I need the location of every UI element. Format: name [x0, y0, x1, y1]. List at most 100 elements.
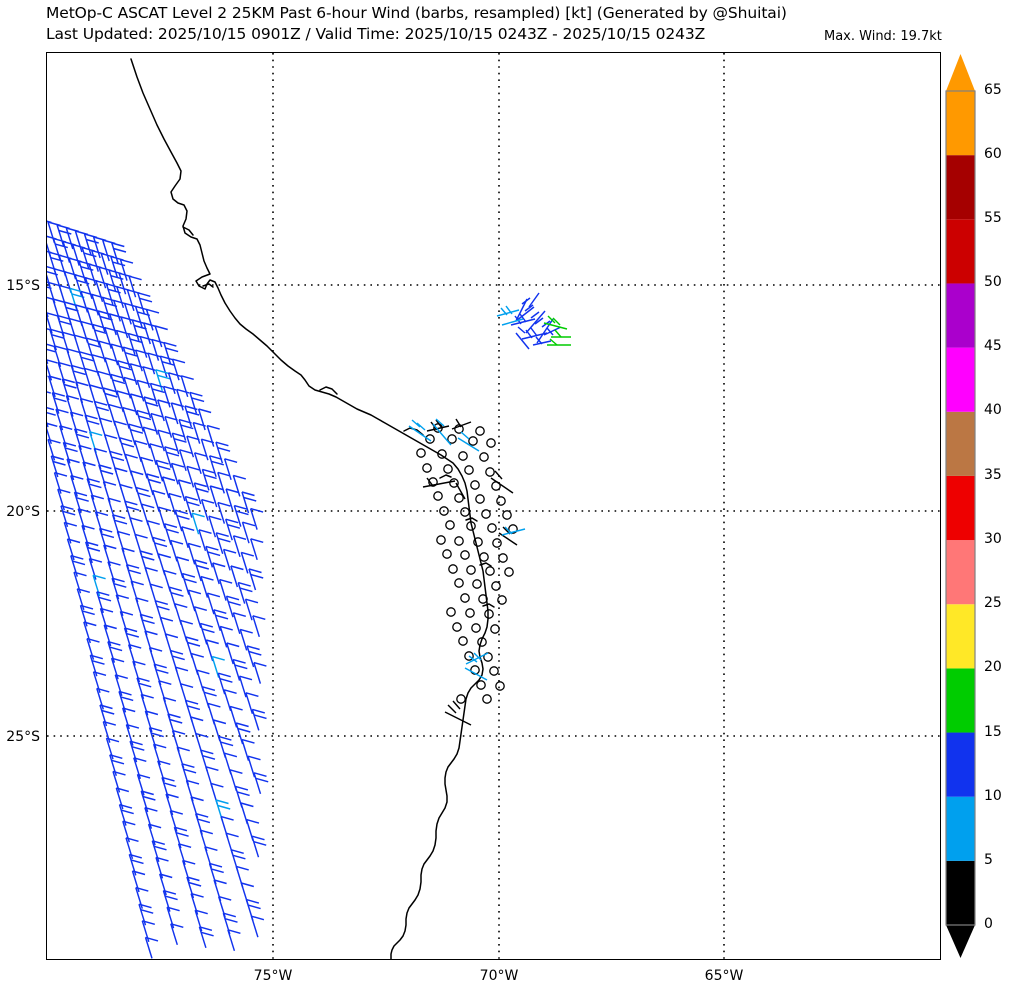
wind-barb-flag [185, 699, 199, 705]
colorbar-band [946, 860, 975, 925]
wind-barb-flag [225, 488, 239, 494]
wind-barb-flag [201, 438, 215, 444]
gridlines [47, 53, 940, 959]
wind-barb-flag [89, 557, 103, 563]
wind-barb [122, 346, 131, 369]
wind-barb [162, 386, 171, 408]
wind-barb-flag [207, 424, 220, 430]
wind-barb-flag [138, 903, 152, 909]
wind-barb-flag [104, 326, 118, 332]
wind-barb-flag [89, 431, 103, 436]
colorbar-band [946, 796, 975, 861]
wind-barb [187, 543, 196, 565]
wind-barb-flag [161, 776, 175, 782]
wind-barb-flag [198, 408, 212, 414]
wind-barb-flag [92, 323, 106, 329]
wind-barb [81, 247, 90, 269]
wind-barb-flag [94, 329, 108, 335]
map-plot-area[interactable] [46, 52, 941, 960]
wind-barb-flag [145, 401, 159, 407]
wind-barb [180, 375, 189, 398]
wind-barb-flag [152, 536, 166, 542]
wind-barb [187, 589, 196, 612]
wind-barb-flag [119, 803, 133, 809]
wind-barb-flag [202, 686, 216, 691]
wind-barb [61, 378, 70, 401]
wind-barb-flag [47, 391, 51, 394]
wind-barb-flag [134, 440, 148, 445]
wind-barb [212, 562, 220, 585]
wind-barb-flag [246, 818, 260, 824]
wind-barb-flag [233, 474, 246, 480]
wind-barb-flag [81, 524, 95, 530]
wind-barb-flag [205, 766, 219, 771]
wind-barb-flag [191, 397, 205, 403]
wind-barb [94, 511, 103, 534]
wind-barb-flag [74, 491, 88, 497]
wind-barb-flag [122, 820, 136, 826]
wind-barb-flag [252, 708, 265, 714]
wind-barb-flag [61, 331, 75, 337]
wind-barb-flag [152, 489, 166, 495]
wind-barb-flag [255, 777, 269, 783]
wind-barb-flag [172, 358, 186, 364]
wind-barb [170, 923, 178, 946]
wind-barb-flag [129, 853, 142, 859]
wind-barb-flag [162, 476, 176, 482]
wind-barb-flag [78, 444, 92, 450]
wind-barb-flag [236, 865, 249, 871]
wind-barb-flag [212, 655, 225, 661]
wind-barb-flag [59, 425, 73, 430]
wind-barb-flag [200, 931, 214, 937]
map-canvas [47, 53, 940, 959]
wind-barb-flag [95, 511, 109, 516]
wind-barb [144, 710, 153, 733]
wind-barb-flag [241, 882, 254, 888]
wind-barb-flag [128, 332, 142, 338]
wind-barb-flag [205, 545, 219, 551]
wind-barb-flag [165, 347, 179, 353]
wind-barb-flag [172, 729, 186, 735]
wind-barb-flag [201, 628, 215, 634]
colorbar[interactable] [945, 52, 976, 960]
wind-barb-flag [176, 388, 190, 394]
wind-barb-flag [164, 415, 178, 421]
wind-barb-flag [69, 287, 83, 293]
wind-barb-flag [217, 447, 231, 452]
wind-barb-flag [120, 316, 134, 322]
wind-barb-flag [253, 714, 267, 720]
wind-barb-flag [225, 518, 239, 524]
wind-barb-flag [120, 610, 134, 616]
wind-barb-flag [199, 926, 213, 931]
wind-barb [171, 432, 180, 455]
wind-barb [155, 460, 164, 482]
wind-barb-flag [119, 483, 133, 489]
wind-barb [132, 660, 141, 683]
wind-barb-flag [175, 509, 188, 515]
wind-barb [140, 694, 149, 716]
wind-barb-flag [126, 506, 140, 511]
wind-barb [199, 623, 208, 645]
wind-barb [171, 358, 180, 381]
wind-barb-flag [95, 280, 109, 285]
wind-barb [69, 411, 78, 434]
wind-barb [177, 479, 186, 502]
wind-barb-flag [230, 565, 244, 571]
wind-barb [208, 455, 217, 478]
wind-barb-flag [129, 740, 143, 746]
wind-barb-flag [132, 319, 146, 325]
wind-barb-flag [86, 637, 100, 643]
wind-barb [197, 408, 206, 431]
wind-barb [49, 328, 57, 351]
wind-barb-flag [186, 465, 200, 471]
wind-barb-flag [155, 669, 169, 674]
wind-barb-flag [47, 359, 58, 364]
wind-barb-flag [47, 343, 54, 347]
wind-barb-flag [238, 581, 251, 587]
wind-barb [247, 755, 256, 778]
wind-barb-flag [195, 487, 209, 493]
wind-barb [249, 508, 258, 530]
wind-barb [193, 559, 202, 582]
wind-barb-flag [80, 290, 94, 296]
wind-barb-flag [234, 664, 248, 670]
